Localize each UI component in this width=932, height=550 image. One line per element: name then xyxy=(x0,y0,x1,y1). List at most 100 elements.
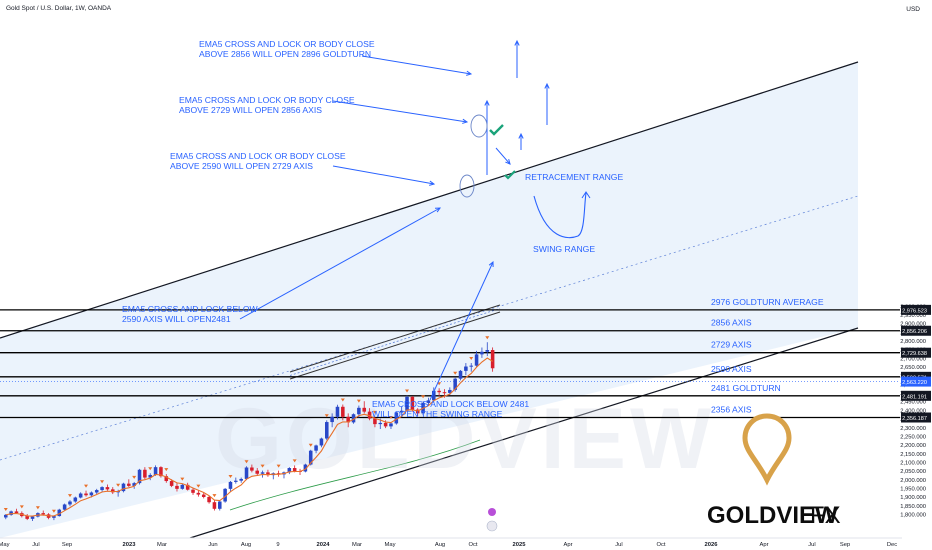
candle-body xyxy=(389,423,393,427)
high-marker xyxy=(180,477,185,481)
candle-body xyxy=(448,389,452,393)
level-label: 2481 GOLDTURN xyxy=(711,383,781,393)
price-tag-box xyxy=(901,304,931,315)
candle-body xyxy=(341,406,345,417)
y-tick-label: 2,150.000 xyxy=(900,452,926,458)
y-tick-label: 2,800.000 xyxy=(900,339,926,345)
x-tick-label: 2023 xyxy=(123,542,137,548)
candle-body xyxy=(303,464,308,472)
candle-body xyxy=(367,411,372,419)
high-marker xyxy=(324,414,329,418)
candle-body xyxy=(14,511,19,514)
high-marker xyxy=(308,443,313,447)
candle-body xyxy=(335,406,340,417)
highlight-circle xyxy=(459,174,475,198)
candle-body xyxy=(153,467,158,475)
annotation-text: EMA5 CROSS AND LOCK OR BODY CLOSE ABOVE 2… xyxy=(179,95,355,115)
x-tick-label: Sep xyxy=(62,542,72,548)
candle-body xyxy=(250,467,254,471)
candle-body xyxy=(373,418,377,425)
us-flag-icon xyxy=(486,520,498,532)
x-tick-label: Mar xyxy=(157,542,167,548)
x-tick-label: Oct xyxy=(468,542,477,548)
arrow-head xyxy=(462,118,469,124)
candle-body xyxy=(437,390,441,393)
candle-body xyxy=(383,422,388,427)
candle-body xyxy=(228,481,233,489)
candle-body xyxy=(405,396,409,411)
candle-body xyxy=(84,493,88,496)
high-marker xyxy=(276,464,281,468)
level-label: 2356 AXIS xyxy=(711,405,752,415)
x-tick-label: Oct xyxy=(656,542,665,548)
x-tick-label: Mar xyxy=(352,542,362,548)
annotation-arrow xyxy=(332,100,468,123)
y-tick-label: 2,300.000 xyxy=(900,426,926,432)
candle-body xyxy=(121,483,126,492)
high-marker xyxy=(19,505,24,509)
annotation-text: EMA5 CROSS AND LOCK BELOW 2590 AXIS WILL … xyxy=(122,304,259,324)
y-tick-label: 1,800.000 xyxy=(900,513,926,519)
check-icon xyxy=(504,170,516,180)
high-marker xyxy=(132,475,137,479)
candle-body xyxy=(105,487,110,490)
y-tick-label: 2,900.000 xyxy=(900,322,926,328)
level-label: 2729 AXIS xyxy=(711,340,752,350)
candle-body xyxy=(185,484,190,490)
candle-body xyxy=(314,445,318,451)
candle-body xyxy=(68,501,72,505)
high-marker xyxy=(164,468,169,472)
candle-body xyxy=(132,483,136,486)
candle-body xyxy=(9,511,13,515)
candle-body xyxy=(485,350,490,352)
candle-body xyxy=(480,351,484,355)
y-tick-label: 1,850.000 xyxy=(900,504,926,510)
candle-body xyxy=(292,468,297,471)
high-marker xyxy=(3,508,8,511)
price-tag-box xyxy=(901,325,931,336)
candle-body xyxy=(432,390,436,401)
annotation-text: EMA5 CROSS AND LOCK OR BODY CLOSE ABOVE 2… xyxy=(199,39,375,59)
ema5-line xyxy=(5,357,493,517)
candle-body xyxy=(351,414,356,423)
x-tick-label: May xyxy=(385,542,396,548)
level-label: 2856 AXIS xyxy=(711,318,752,328)
high-marker xyxy=(388,416,393,420)
high-marker xyxy=(405,389,410,393)
candle-body xyxy=(255,470,259,474)
candle-body xyxy=(137,469,142,484)
x-tick-label: 2026 xyxy=(705,542,719,548)
price-tag-text: 2,356.187 xyxy=(902,416,927,422)
annotation-text: RETRACEMENT RANGE xyxy=(525,172,623,182)
candle-body xyxy=(410,396,415,410)
x-tick-label: Jul xyxy=(615,542,622,548)
annotation-arrow xyxy=(361,55,472,75)
high-marker xyxy=(116,483,121,487)
high-marker xyxy=(84,484,89,488)
candle-body xyxy=(62,504,67,510)
high-marker xyxy=(100,480,105,484)
x-tick-label: 9 xyxy=(276,542,279,548)
y-tick-label: 2,650.000 xyxy=(900,365,926,371)
high-marker xyxy=(51,509,56,513)
channel-fill xyxy=(0,62,858,538)
candle-body xyxy=(442,392,447,394)
check-icon xyxy=(489,124,504,136)
arrow-head xyxy=(505,159,511,165)
candle-body xyxy=(308,450,313,465)
x-tick-label: 2024 xyxy=(317,542,331,548)
y-tick-label: 1,950.000 xyxy=(900,486,926,492)
high-marker xyxy=(469,357,474,361)
candle-body xyxy=(41,513,45,515)
arrow-head xyxy=(514,39,520,46)
candle-body xyxy=(100,487,104,491)
candle-body xyxy=(244,467,249,479)
high-marker xyxy=(485,336,490,340)
y-tick-label: 2,100.000 xyxy=(900,460,926,466)
channel-upper-line xyxy=(0,61,859,339)
candle-body xyxy=(159,467,163,477)
y-tick-label: 2,950.000 xyxy=(900,313,926,319)
candle-body xyxy=(357,407,361,415)
candle-body xyxy=(191,489,195,493)
